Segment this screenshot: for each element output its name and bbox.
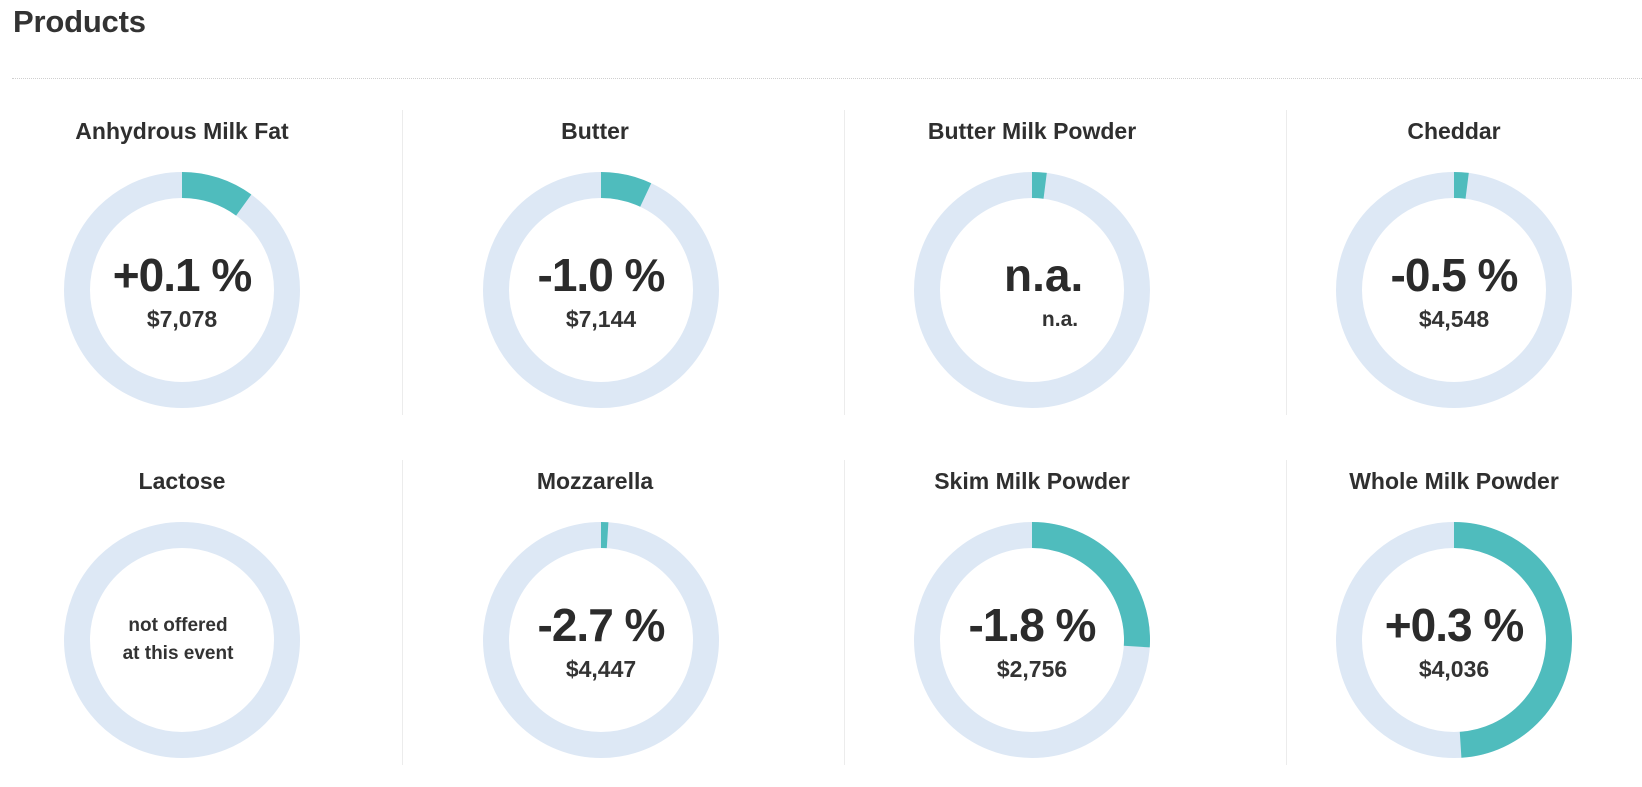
donut-chart: [64, 172, 300, 408]
price-value: $4,447: [565, 656, 637, 682]
product-title: Butter: [561, 118, 629, 144]
donut-fill-arc: [1031, 522, 1150, 648]
column-separator: [402, 460, 403, 765]
donut-chart: [483, 172, 719, 408]
note-line: at this event: [122, 643, 234, 664]
change-percent: +0.3 %: [1384, 599, 1525, 651]
donut-chart: [1336, 522, 1572, 758]
product-title: Anhydrous Milk Fat: [75, 118, 289, 144]
product-title: Skim Milk Powder: [934, 468, 1130, 494]
price-value: $2,756: [996, 656, 1068, 682]
donut-fill-arc: [1453, 172, 1469, 199]
product-card-butter-milk-powder[interactable]: Butter Milk Powder n.a. n.a.: [844, 110, 1286, 420]
change-percent: +0.1 %: [112, 249, 253, 301]
product-card-skim-milk-powder[interactable]: Skim Milk Powder -1.8 % $2,756: [844, 460, 1286, 770]
column-separator: [402, 110, 403, 415]
note-line: not offered: [128, 615, 228, 636]
product-card-cheddar[interactable]: Cheddar -0.5 % $4,548: [1286, 110, 1642, 420]
price-value: n.a.: [1041, 308, 1079, 331]
product-card-mozzarella[interactable]: Mozzarella -2.7 % $4,447: [402, 460, 844, 770]
product-card-butter[interactable]: Butter -1.0 % $7,144: [402, 110, 844, 420]
donut-chart: [914, 522, 1150, 758]
column-separator: [844, 460, 845, 765]
column-separator: [1286, 110, 1287, 415]
price-value: $7,078: [146, 306, 218, 332]
price-value: $7,144: [565, 306, 637, 332]
price-value: $4,548: [1418, 306, 1490, 332]
change-percent: -2.7 %: [537, 599, 666, 651]
section-divider: [12, 78, 1642, 79]
donut-fill-arc: [181, 172, 252, 216]
page-title: Products: [13, 4, 146, 39]
change-percent: -1.8 %: [968, 599, 1097, 651]
products-grid: Anhydrous Milk Fat +0.1 % $7,078 Butter …: [0, 110, 1642, 770]
product-card-anhydrous-milk-fat[interactable]: Anhydrous Milk Fat +0.1 % $7,078: [0, 110, 442, 420]
donut-chart: [483, 522, 719, 758]
column-separator: [1286, 460, 1287, 765]
donut-chart: [64, 522, 300, 758]
donut-chart: [914, 172, 1150, 408]
price-value: $4,036: [1418, 656, 1490, 682]
change-percent: n.a.: [1004, 249, 1084, 301]
donut-fill-arc: [1453, 522, 1572, 758]
donut-track: [64, 522, 300, 758]
donut-fill-arc: [1031, 172, 1047, 199]
donut-fill-arc: [600, 172, 652, 207]
donut-chart: [1336, 172, 1572, 408]
product-title: Butter Milk Powder: [927, 118, 1137, 144]
product-title: Cheddar: [1407, 118, 1501, 144]
change-percent: -0.5 %: [1390, 249, 1519, 301]
product-card-whole-milk-powder[interactable]: Whole Milk Powder +0.3 % $4,036: [1286, 460, 1642, 770]
product-title: Lactose: [138, 468, 226, 494]
product-card-lactose[interactable]: Lactose not offered at this event: [0, 460, 442, 770]
column-separator: [844, 110, 845, 415]
change-percent: -1.0 %: [537, 249, 666, 301]
not-offered-note: not offered at this event: [60, 612, 296, 668]
product-title: Whole Milk Powder: [1349, 468, 1559, 494]
product-title: Mozzarella: [536, 468, 654, 494]
